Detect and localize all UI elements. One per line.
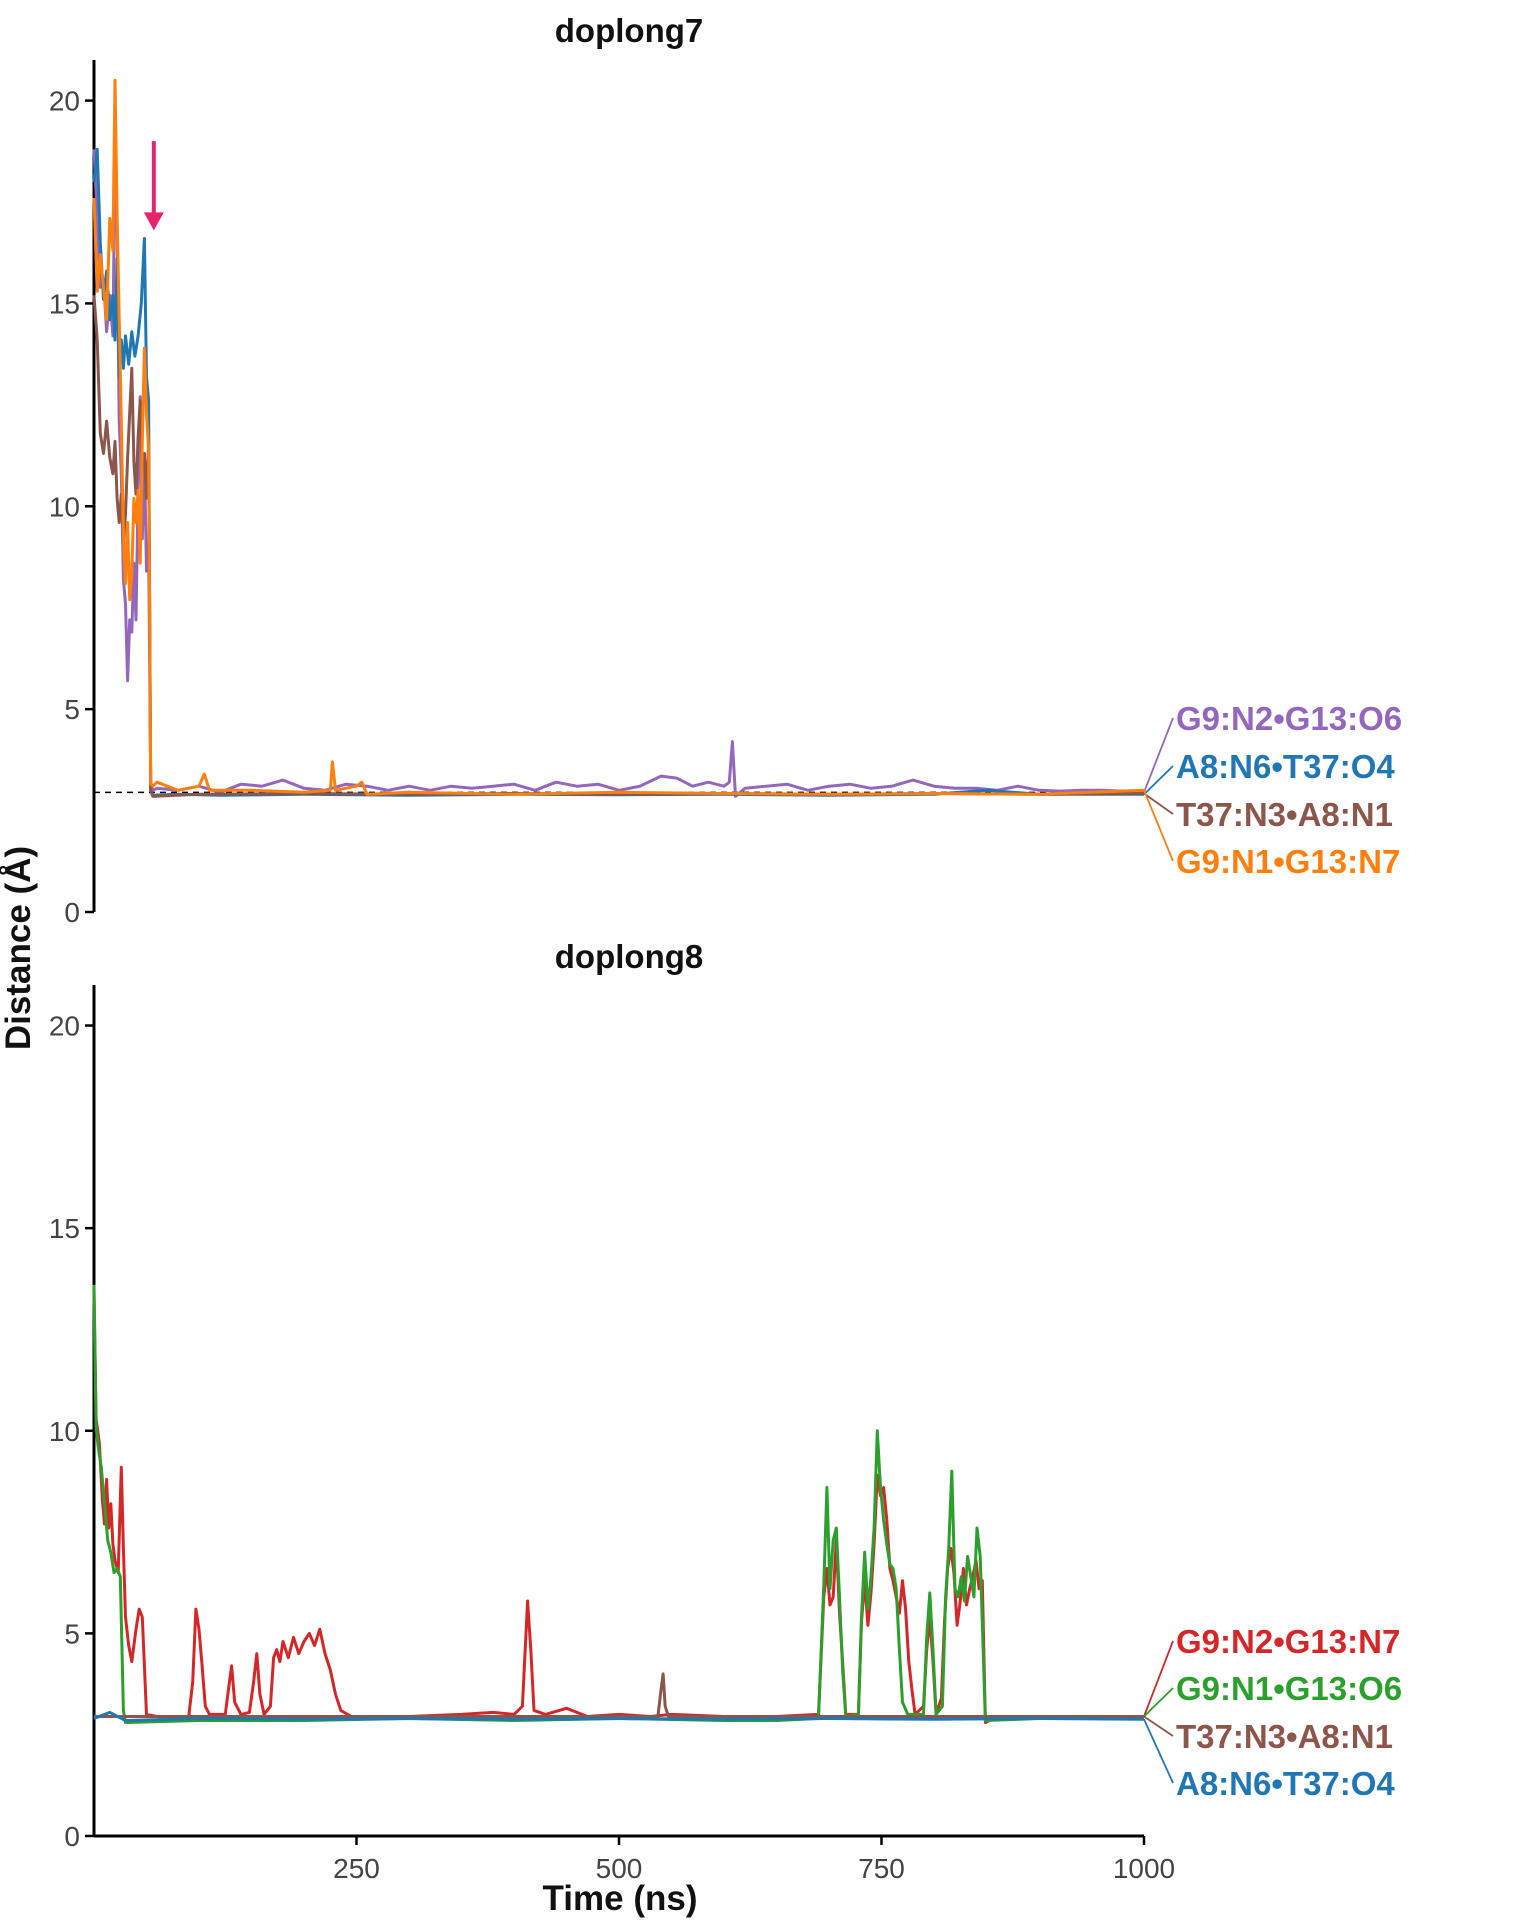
series-label: G9:N1•G13:N7: [1176, 843, 1400, 880]
series-line: [92, 295, 1145, 798]
series-label: G9:N2•G13:N7: [1176, 1623, 1400, 1660]
y-tick-label: 15: [49, 1213, 80, 1244]
label-connector: [1143, 792, 1174, 815]
series-line: [92, 147, 1144, 797]
label-connector: [1143, 1687, 1174, 1718]
panel-doplong7: doplong7 0 5 10 15 20 G9:N2•G13:O6 A8:N6•T37:…: [49, 12, 1402, 928]
label-connector: [1143, 765, 1174, 795]
y-tick-label: 10: [49, 491, 80, 522]
label-connector: [1143, 1640, 1174, 1717]
y-tick-label: 20: [49, 1011, 80, 1042]
series-line: [92, 149, 1145, 798]
series-label: A8:N6•T37:O4: [1176, 1765, 1395, 1802]
label-connector: [1143, 1718, 1174, 1784]
axes: 0 5 10 15 20 250 500 750 1000: [49, 985, 1175, 1884]
series-label: T37:N3•A8:N1: [1176, 796, 1393, 833]
x-tick-label: 750: [858, 1853, 905, 1884]
series-line: [94, 1672, 1144, 1718]
series-lines: [92, 78, 1145, 798]
series-label: G9:N1•G13:O6: [1176, 1670, 1402, 1707]
series-lines: [92, 1284, 1145, 1724]
series-labels: G9:N2•G13:N7 G9:N1•G13:O6 T37:N3•A8:N1 A8:N…: [1143, 1623, 1402, 1802]
y-tick-label: 0: [64, 1821, 80, 1852]
x-tick-label: 500: [596, 1853, 643, 1884]
series-labels: G9:N2•G13:O6 A8:N6•T37:O4 T37:N3•A8:N1 G9:N…: [143, 141, 1402, 880]
series-line: [92, 78, 1145, 796]
x-tick-label: 1000: [1113, 1853, 1175, 1884]
series-label: A8:N6•T37:O4: [1176, 748, 1395, 785]
series-line: [92, 1284, 1145, 1724]
series-label: G9:N2•G13:O6: [1176, 700, 1402, 737]
label-connector: [1143, 1715, 1174, 1737]
panel-doplong8: doplong8 0 5 10 15 20 250 500 750 1000 G9:N2•G13…: [49, 938, 1402, 1884]
axes: 0 5 10 15 20: [49, 60, 1144, 928]
y-tick-label: 5: [64, 694, 80, 725]
panel-title: doplong8: [555, 938, 703, 975]
y-tick-label: 0: [64, 897, 80, 928]
series-line: [92, 1292, 1144, 1724]
y-tick-label: 20: [49, 86, 80, 117]
arrow-head: [143, 212, 164, 231]
panel-title: doplong7: [555, 12, 703, 49]
series-line: [93, 1710, 1145, 1722]
y-axis-title: Distance (Å): [0, 846, 38, 1050]
x-axis-title: Time (ns): [543, 1879, 698, 1918]
label-connector: [1143, 717, 1174, 793]
y-tick-label: 5: [64, 1618, 80, 1649]
label-connector: [1143, 789, 1174, 862]
y-tick-label: 15: [49, 288, 80, 319]
y-tick-label: 10: [49, 1416, 80, 1447]
x-tick-label: 250: [333, 1853, 380, 1884]
series-label: T37:N3•A8:N1: [1176, 1718, 1393, 1755]
